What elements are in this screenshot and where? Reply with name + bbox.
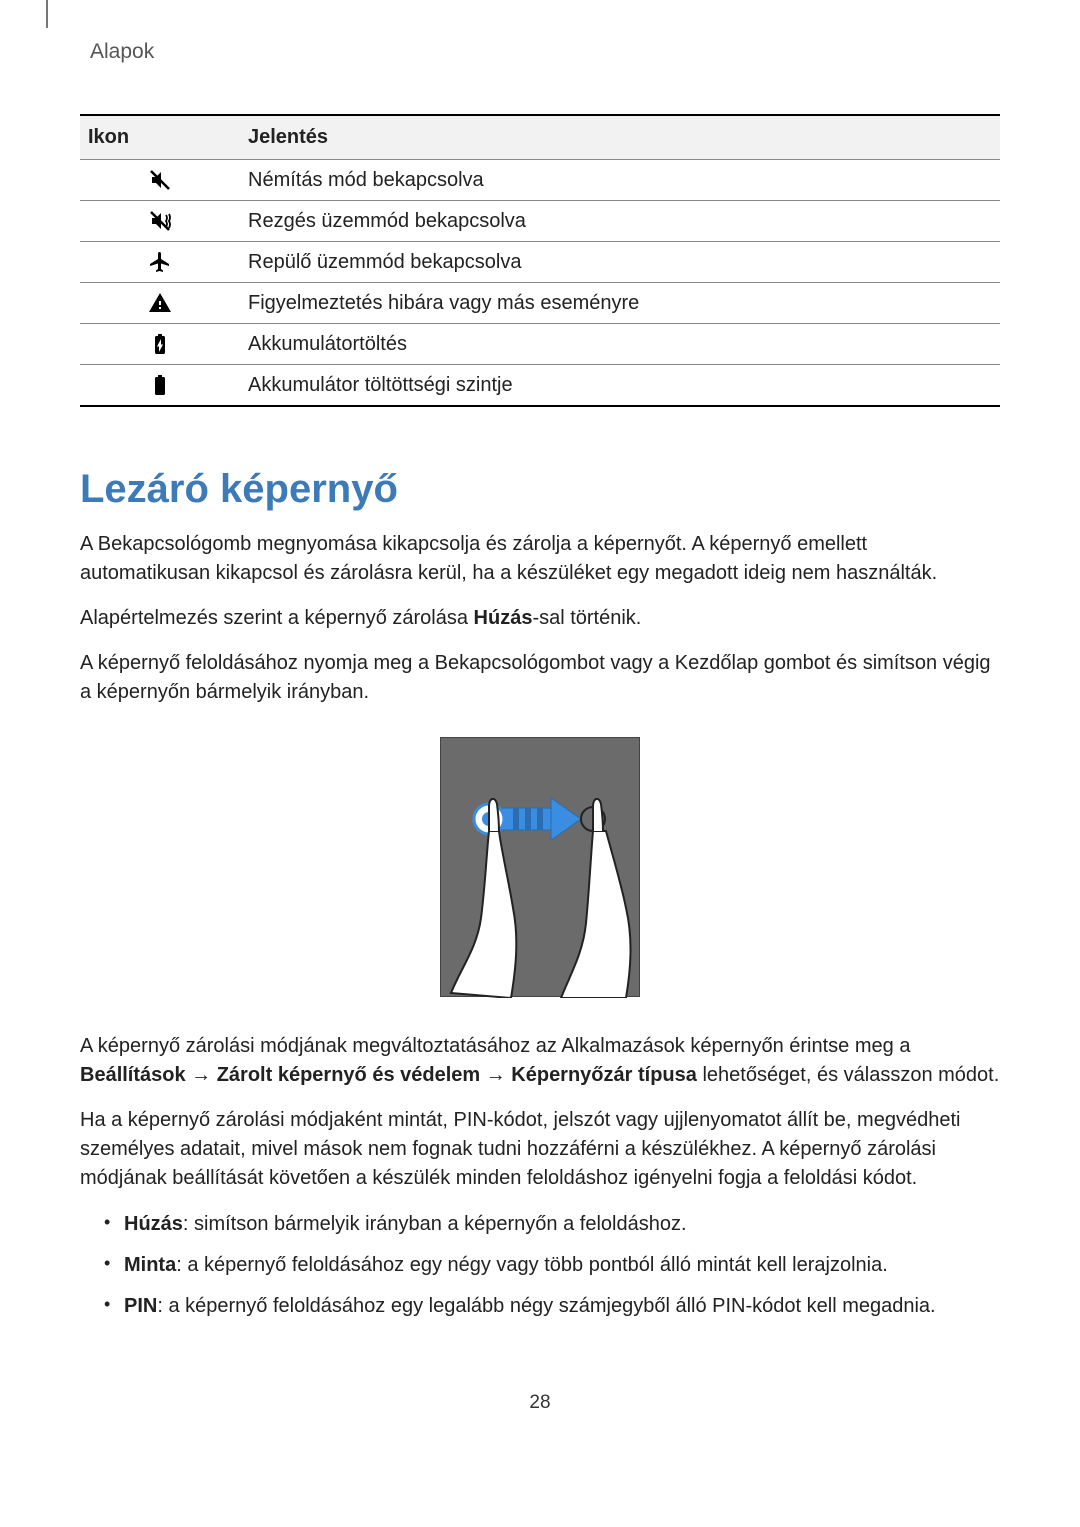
table-cell: Akkumulátortöltés xyxy=(240,324,1000,365)
list-item: Húzás: simítson bármelyik irányban a kép… xyxy=(104,1209,1000,1240)
page-number: 28 xyxy=(80,1392,1000,1414)
swipe-illustration xyxy=(440,737,640,997)
margin-tick xyxy=(46,0,48,28)
table-row: Repülő üzemmód bekapcsolva xyxy=(80,242,1000,283)
table-row: Akkumulátortöltés xyxy=(80,324,1000,365)
table-cell: Némítás mód bekapcsolva xyxy=(240,160,1000,201)
airplane-icon xyxy=(80,242,240,283)
col-header-meaning: Jelentés xyxy=(240,115,1000,160)
text-run: A képernyő zárolási módjának megváltozta… xyxy=(80,1035,910,1057)
breadcrumb: Alapok xyxy=(90,40,154,63)
table-row: Rezgés üzemmód bekapcsolva xyxy=(80,201,1000,242)
bold-text: Minta xyxy=(124,1254,176,1276)
table-row: Figyelmeztetés hibára vagy más eseményre xyxy=(80,283,1000,324)
bold-text: PIN xyxy=(124,1295,157,1317)
text-run: -sal történik. xyxy=(532,607,641,629)
section-heading: Lezáró képernyő xyxy=(80,467,1000,512)
paragraph: Ha a képernyő zárolási módjaként mintát,… xyxy=(80,1106,1000,1193)
icon-table: Ikon Jelentés Némítás mód bekapcsolva Re… xyxy=(80,114,1000,407)
illustration-container xyxy=(80,737,1000,1002)
text-run: : a képernyő feloldásához egy négy vagy … xyxy=(176,1254,888,1276)
bold-text: Húzás xyxy=(474,607,533,629)
table-cell: Repülő üzemmód bekapcsolva xyxy=(240,242,1000,283)
paragraph: Alapértelmezés szerint a képernyő zárolá… xyxy=(80,604,1000,633)
vibrate-icon xyxy=(80,201,240,242)
text-run: lehetőséget, és válasszon módot. xyxy=(697,1064,999,1086)
col-header-icon: Ikon xyxy=(80,115,240,160)
page-header: Alapok xyxy=(80,40,1000,64)
battery-icon xyxy=(80,365,240,407)
mute-icon xyxy=(80,160,240,201)
bold-text: Beállítások → Zárolt képernyő és védelem… xyxy=(80,1064,697,1086)
warning-icon xyxy=(80,283,240,324)
table-cell: Rezgés üzemmód bekapcsolva xyxy=(240,201,1000,242)
bullet-list: Húzás: simítson bármelyik irányban a kép… xyxy=(80,1209,1000,1322)
table-cell: Akkumulátor töltöttségi szintje xyxy=(240,365,1000,407)
text-run: : simítson bármelyik irányban a képernyő… xyxy=(183,1213,687,1235)
table-row: Akkumulátor töltöttségi szintje xyxy=(80,365,1000,407)
table-cell: Figyelmeztetés hibára vagy más eseményre xyxy=(240,283,1000,324)
charging-icon xyxy=(80,324,240,365)
bold-text: Húzás xyxy=(124,1213,183,1235)
list-item: Minta: a képernyő feloldásához egy négy … xyxy=(104,1250,1000,1281)
paragraph: A képernyő feloldásához nyomja meg a Bek… xyxy=(80,649,1000,707)
paragraph: A képernyő zárolási módjának megváltozta… xyxy=(80,1032,1000,1090)
paragraph: A Bekapcsológomb megnyomása kikapcsolja … xyxy=(80,530,1000,588)
table-row: Némítás mód bekapcsolva xyxy=(80,160,1000,201)
text-run: Alapértelmezés szerint a képernyő zárolá… xyxy=(80,607,474,629)
text-run: : a képernyő feloldásához egy legalább n… xyxy=(157,1295,935,1317)
list-item: PIN: a képernyő feloldásához egy legaláb… xyxy=(104,1291,1000,1322)
